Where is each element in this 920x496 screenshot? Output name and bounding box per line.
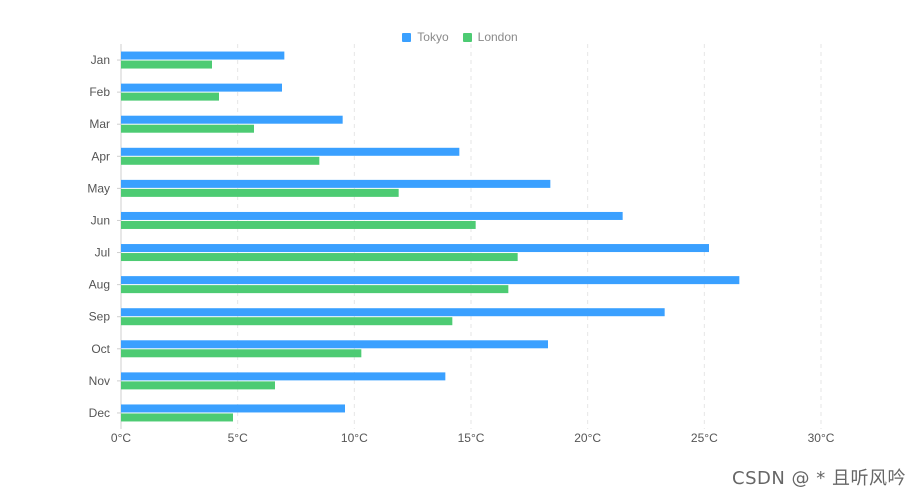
bar-tokyo (121, 179, 551, 188)
bar-tokyo (121, 372, 446, 381)
x-tick-label: 20°C (574, 431, 601, 445)
bar-tokyo (121, 83, 282, 92)
bar-tokyo (121, 211, 623, 220)
y-tick-label: Oct (91, 342, 110, 356)
bar-london (121, 220, 476, 229)
y-tick-label: Jun (91, 213, 110, 227)
y-tick-label: Aug (89, 278, 110, 292)
bar-tokyo (121, 147, 460, 156)
x-tick-label: 15°C (458, 431, 485, 445)
bar-tokyo (121, 308, 665, 317)
bar-london (121, 253, 518, 262)
y-tick-label: Dec (89, 406, 110, 420)
y-tick-label: Feb (89, 85, 110, 99)
bar-tokyo (121, 276, 740, 285)
x-tick-label: 25°C (691, 431, 718, 445)
bar-london (121, 317, 453, 326)
bar-london (121, 349, 362, 358)
bar-tokyo (121, 244, 709, 253)
legend-label-london: London (477, 30, 518, 44)
y-tick-label: Apr (91, 149, 110, 163)
y-tick-label: Mar (89, 117, 110, 131)
watermark-text: CSDN @ * 且听风吟 (732, 468, 906, 489)
bar-london (121, 124, 254, 133)
y-tick-label: Sep (89, 310, 111, 324)
bar-london (121, 381, 275, 390)
bar-tokyo (121, 404, 345, 413)
legend-swatch-tokyo (402, 32, 412, 42)
x-tick-label: 10°C (341, 431, 368, 445)
bar-london (121, 60, 212, 69)
x-tick-label: 0°C (111, 431, 131, 445)
bar-tokyo (121, 340, 548, 349)
x-tick-label: 5°C (228, 431, 248, 445)
bar-london (121, 285, 509, 294)
y-tick-label: Nov (89, 374, 110, 388)
x-tick-label: 30°C (808, 431, 835, 445)
bar-london (121, 156, 320, 165)
chart-legend[interactable]: Tokyo London (0, 30, 920, 44)
bar-london (121, 92, 219, 101)
y-tick-label: May (87, 181, 110, 195)
legend-swatch-london (462, 32, 472, 42)
legend-item-tokyo[interactable]: Tokyo (402, 30, 449, 44)
bar-london (121, 188, 399, 197)
legend-label-tokyo: Tokyo (417, 30, 449, 44)
y-tick-label: Jul (95, 246, 110, 260)
bar-tokyo (121, 51, 285, 60)
bar-tokyo (121, 115, 343, 124)
bar-london (121, 413, 233, 422)
legend-item-london[interactable]: London (462, 30, 518, 44)
y-tick-label: Jan (91, 53, 110, 67)
